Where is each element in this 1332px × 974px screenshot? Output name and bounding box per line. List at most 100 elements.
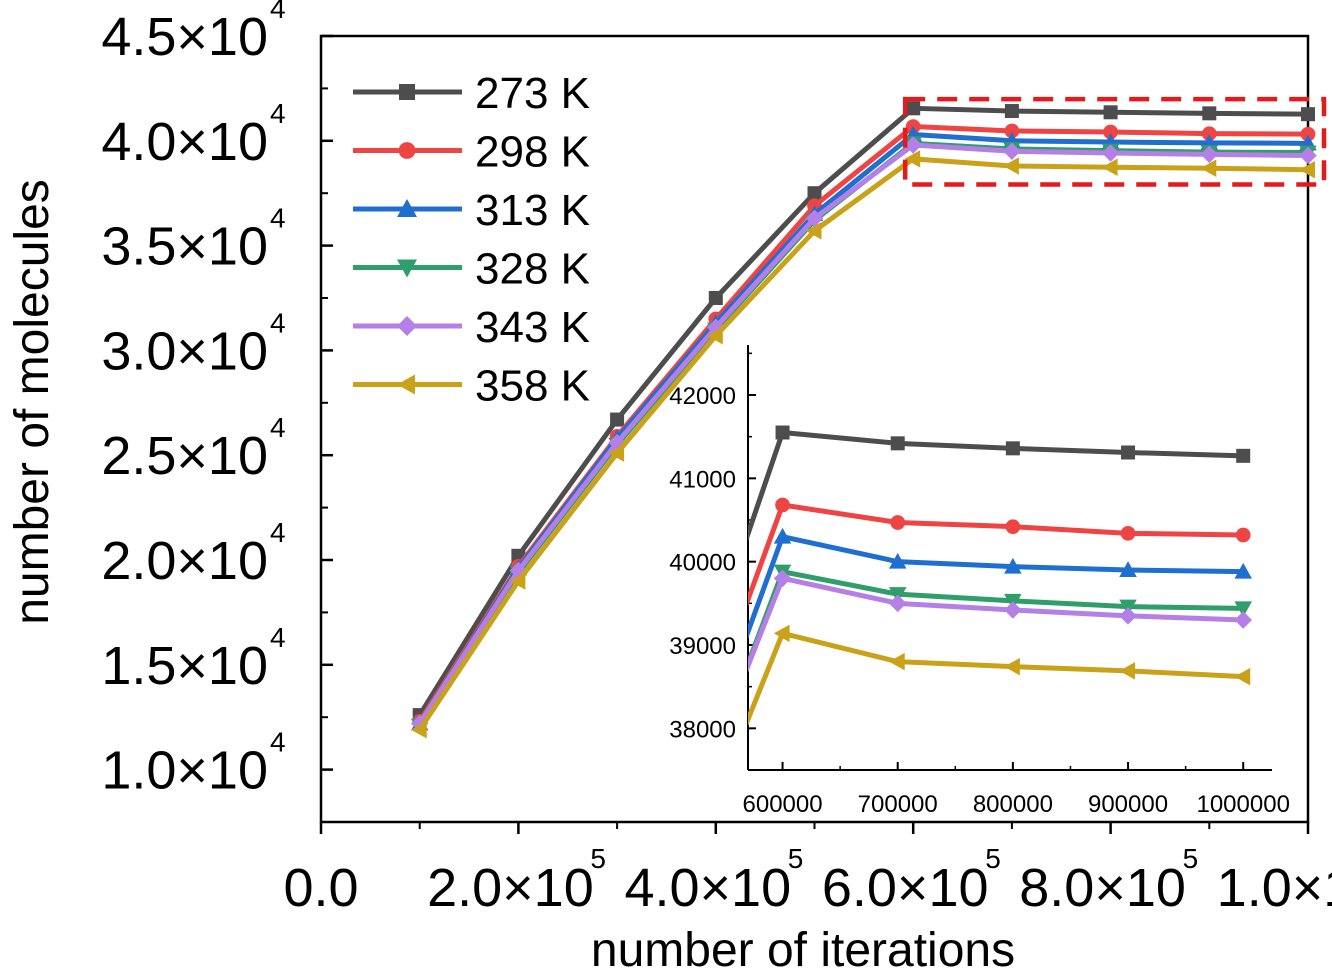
x-tick-label: 6.0×10 bbox=[822, 858, 989, 918]
data-point bbox=[1300, 126, 1316, 142]
inset-y-tick-label: 40000 bbox=[669, 550, 736, 577]
legend-swatch-marker bbox=[398, 142, 416, 159]
inset-data-point bbox=[888, 652, 905, 671]
inset-data-point bbox=[1234, 562, 1252, 579]
inset-series-358k bbox=[748, 624, 1251, 727]
data-point bbox=[1299, 146, 1317, 165]
y-tick-exponent: 4 bbox=[270, 98, 286, 129]
inset-series-line bbox=[748, 575, 1244, 673]
inset-data-point bbox=[1119, 607, 1137, 625]
legend-swatch-marker bbox=[399, 84, 415, 100]
series-358k bbox=[410, 150, 1315, 739]
inset-data-point bbox=[1235, 527, 1251, 543]
inset-series-343k bbox=[748, 569, 1252, 673]
inset-x-tick-label: 1000000 bbox=[1196, 791, 1289, 818]
data-point bbox=[1003, 142, 1021, 161]
legend-item: 358 K bbox=[353, 362, 590, 411]
highlight-box-group bbox=[902, 96, 1327, 187]
inset-data-point bbox=[888, 594, 907, 613]
inset-series-line bbox=[748, 430, 1244, 542]
legend-item: 313 K bbox=[353, 186, 590, 235]
x-tick-label: 0.0 bbox=[283, 858, 358, 918]
inset-data-point bbox=[1119, 662, 1136, 680]
inset-data-point bbox=[775, 425, 790, 440]
data-point bbox=[1200, 145, 1219, 164]
inset-data-point bbox=[1005, 441, 1020, 456]
legend-swatch-marker bbox=[397, 199, 417, 217]
x-tick-label: 2.0×10 bbox=[427, 858, 594, 918]
inset-data-point bbox=[1236, 448, 1251, 463]
inset-series-273k bbox=[748, 425, 1251, 542]
x-tick-label: 1.0×10 bbox=[1217, 858, 1332, 918]
y-axis-title: number of molecules bbox=[6, 179, 59, 625]
y-tick-exponent: 4 bbox=[270, 727, 286, 758]
legend-item: 343 K bbox=[353, 303, 590, 352]
data-point bbox=[906, 101, 921, 116]
inset-data-point bbox=[773, 569, 792, 588]
data-point bbox=[410, 721, 427, 739]
highlight-box bbox=[902, 96, 1327, 187]
legend-label: 358 K bbox=[475, 362, 590, 411]
inset-data-point bbox=[1121, 445, 1136, 460]
legend-label: 343 K bbox=[475, 303, 590, 352]
y-tick-label: 4.5×10 bbox=[101, 7, 268, 67]
legend-label: 313 K bbox=[475, 186, 590, 235]
data-point bbox=[1004, 104, 1019, 119]
inset-data-point bbox=[1004, 557, 1022, 574]
data-point bbox=[805, 222, 822, 240]
inset-series-line bbox=[748, 502, 1244, 607]
data-point bbox=[608, 444, 625, 462]
inset-y-tick-label: 41000 bbox=[669, 466, 736, 493]
y-tick-label: 1.0×10 bbox=[101, 741, 268, 801]
data-point bbox=[904, 150, 921, 168]
data-point bbox=[807, 186, 822, 201]
legend-item: 298 K bbox=[353, 128, 590, 177]
inset-series-298k bbox=[748, 497, 1251, 607]
inset-data-point bbox=[1005, 519, 1021, 535]
series-line bbox=[417, 105, 1309, 717]
x-tick-label: 4.0×10 bbox=[624, 858, 791, 918]
data-point bbox=[1201, 126, 1217, 142]
x-tick-exponent: 5 bbox=[985, 843, 1001, 874]
data-point bbox=[1103, 124, 1118, 140]
x-tick-exponent: 5 bbox=[788, 843, 804, 874]
inset-data-point bbox=[1234, 667, 1251, 686]
inset-data-point bbox=[890, 436, 905, 451]
data-point bbox=[708, 291, 723, 305]
data-point bbox=[610, 412, 625, 427]
y-tick-label: 3.0×10 bbox=[101, 321, 268, 381]
inset-background bbox=[748, 345, 1272, 770]
inset-x-tick-label: 700000 bbox=[858, 791, 938, 818]
inset-series-line bbox=[748, 630, 1244, 727]
inset-series-line bbox=[748, 534, 1244, 639]
x-tick-exponent: 5 bbox=[590, 843, 606, 874]
main-plot: 1.0×10 41.5×10 42.0×10 42.5×10 43.0×10 43.5×1… bbox=[101, 0, 1332, 918]
legend: 273 K 298 K 313 K 328 K 343 K 358 K bbox=[353, 69, 590, 411]
data-point bbox=[509, 572, 526, 590]
inset-data-point bbox=[773, 527, 792, 544]
data-point bbox=[1101, 144, 1120, 162]
y-tick-label: 3.5×10 bbox=[101, 217, 268, 277]
legend-label: 273 K bbox=[475, 69, 590, 118]
series-line bbox=[417, 156, 1309, 732]
y-tick-exponent: 4 bbox=[270, 517, 286, 548]
series-line bbox=[417, 142, 1309, 725]
inset-y-tick-label: 38000 bbox=[669, 716, 736, 743]
legend-swatch-marker bbox=[397, 316, 417, 336]
inset-series-group bbox=[748, 425, 1252, 727]
inset-y-tick-label: 39000 bbox=[669, 633, 736, 660]
inset-data-point bbox=[1120, 525, 1136, 541]
inset-series-313k bbox=[748, 527, 1252, 639]
y-tick-exponent: 4 bbox=[270, 307, 286, 338]
inset-data-point bbox=[775, 497, 790, 513]
data-point bbox=[707, 326, 723, 345]
x-tick-exponent: 5 bbox=[1183, 843, 1199, 874]
inset-data-point bbox=[1004, 657, 1020, 676]
x-tick-label: 8.0×10 bbox=[1019, 858, 1186, 918]
legend-label: 298 K bbox=[475, 128, 590, 177]
data-point bbox=[1004, 123, 1020, 139]
inset-data-point bbox=[1234, 601, 1252, 618]
data-point bbox=[1200, 159, 1217, 178]
inset-data-point bbox=[1004, 601, 1022, 619]
